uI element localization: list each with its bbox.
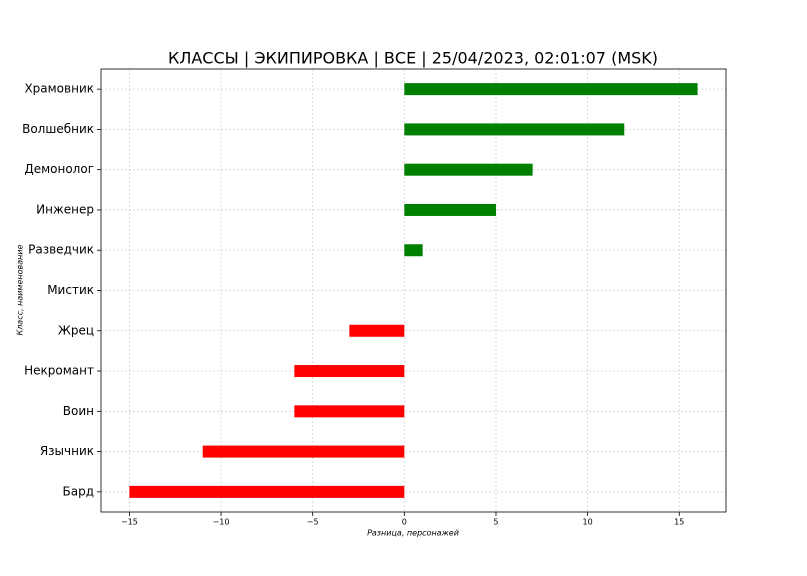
x-tick-label: 0 bbox=[402, 518, 407, 527]
bar bbox=[404, 203, 496, 216]
bar bbox=[404, 123, 625, 136]
bar bbox=[404, 244, 423, 257]
y-tick-label: Демонолог bbox=[24, 162, 94, 176]
y-tick-label: Храмовник bbox=[24, 82, 94, 96]
y-axis-label: Класс, наименование bbox=[16, 244, 25, 335]
bar bbox=[404, 163, 533, 176]
x-tick-label: −10 bbox=[213, 518, 230, 527]
y-tick-label: Волшебник bbox=[22, 122, 94, 136]
y-tick-label: Воин bbox=[63, 404, 94, 418]
y-tick-label: Разведчик bbox=[28, 243, 94, 257]
x-tick-label: 10 bbox=[583, 518, 593, 527]
y-tick-label: Инженер bbox=[36, 202, 94, 216]
chart-title: КЛАССЫ | ЭКИПИРОВКА | ВСЕ | 25/04/2023, … bbox=[168, 49, 658, 68]
y-tick-label: Язычник bbox=[40, 444, 94, 458]
x-tick-label: 15 bbox=[674, 518, 684, 527]
bar bbox=[294, 365, 405, 378]
y-tick-label: Жрец bbox=[58, 323, 94, 337]
x-axis-label: Разница, персонажей bbox=[367, 529, 459, 538]
bar bbox=[404, 83, 698, 96]
y-tick-label: Бард bbox=[63, 484, 95, 498]
x-tick-label: 5 bbox=[493, 518, 498, 527]
bar bbox=[349, 324, 405, 337]
y-tick-label: Мистик bbox=[47, 283, 94, 297]
x-tick-label: −15 bbox=[121, 518, 138, 527]
y-tick-label: Некромант bbox=[24, 364, 94, 378]
bar bbox=[129, 485, 405, 498]
plot-frame bbox=[100, 68, 727, 513]
bar bbox=[294, 405, 405, 418]
x-tick-label: −5 bbox=[307, 518, 319, 527]
bar bbox=[202, 445, 405, 458]
